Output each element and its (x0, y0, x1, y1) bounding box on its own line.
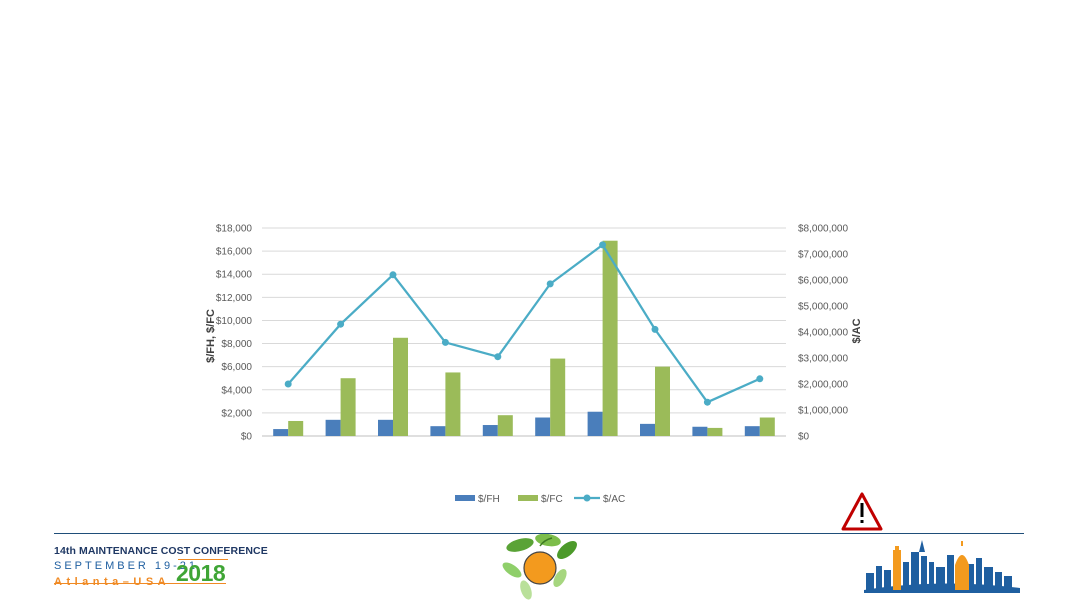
point-ac (703, 398, 711, 406)
legend-label: $/FH (478, 494, 500, 505)
y2-tick-label: $1,000,000 (798, 406, 848, 417)
orange-logo-icon (502, 533, 577, 600)
bar-fc (602, 240, 618, 436)
bar-fh (535, 417, 551, 436)
line-ac (287, 243, 761, 404)
bar-fc (340, 378, 356, 436)
bar-fh (378, 419, 393, 436)
left-axis-ticks: $0 $2,000 $4,000 $6,000 $8,000 $10,000 $12,000… (216, 224, 253, 443)
right-axis-title: $/AC (851, 318, 863, 343)
bar-fc (393, 337, 408, 436)
point-ac (546, 280, 554, 288)
logo-underline (54, 583, 226, 584)
bar-fc (759, 417, 775, 436)
bar-fc (655, 366, 670, 436)
legend-label: $/AC (603, 494, 625, 505)
bar-fh (640, 423, 655, 436)
point-ac (756, 375, 764, 383)
conference-logo: 14th MAINTENANCE COST CONFERENCE SEPTEMB… (54, 545, 268, 590)
point-ac (337, 320, 345, 328)
legend-marker (583, 494, 591, 502)
bar-series (273, 240, 775, 436)
chart-legend: $/FH $/FC $/AC (455, 494, 625, 505)
point-ac (599, 241, 607, 249)
point-ac (494, 353, 502, 361)
y2-tick-label: $3,000,000 (798, 354, 848, 365)
point-ac (441, 338, 449, 346)
y2-tick-label: $4,000,000 (798, 328, 848, 339)
y-tick-label: $8,000 (221, 339, 252, 350)
point-ac (651, 325, 659, 333)
bar-fh (430, 426, 446, 436)
bar-fc (550, 358, 566, 436)
conference-year: 2018 (176, 560, 226, 586)
legend-label: $/FC (541, 494, 563, 505)
y2-tick-label: $6,000,000 (798, 276, 848, 287)
bar-fh (744, 426, 760, 436)
bar-fh (325, 419, 341, 436)
bar-fc (445, 372, 461, 436)
bar-fc (707, 427, 723, 436)
y2-tick-label: $0 (798, 432, 810, 443)
y2-tick-label: $2,000,000 (798, 380, 848, 391)
y-tick-label: $14,000 (216, 270, 253, 281)
atlanta-skyline-icon (864, 540, 1020, 593)
y2-tick-label: $7,000,000 (798, 250, 848, 261)
footer-divider (54, 533, 1024, 534)
y-tick-label: $10,000 (216, 316, 253, 327)
conference-title: 14th MAINTENANCE COST CONFERENCE (54, 545, 268, 557)
date-underline (178, 559, 228, 560)
bar-fc (288, 420, 304, 436)
y-tick-label: $4,000 (221, 385, 252, 396)
bar-fh (273, 429, 289, 436)
bar-fh (587, 411, 603, 436)
left-axis-title: $/FH, $/FC (205, 309, 217, 363)
y-tick-label: $12,000 (216, 293, 253, 304)
line-series (284, 241, 764, 406)
legend-swatch (455, 495, 475, 501)
point-ac (284, 380, 292, 388)
y-tick-label: $18,000 (216, 224, 253, 235)
y-tick-label: $0 (241, 432, 253, 443)
bar-fh (692, 426, 708, 436)
right-axis-ticks: $0 $1,000,000 $2,000,000 $3,000,000 $4,000,0… (798, 224, 848, 443)
conference-city: Atlanta–USA (54, 576, 171, 588)
conference-dates: SEPTEMBER 19-21 (54, 560, 199, 572)
warning-triangle-icon (841, 492, 883, 531)
point-ac (389, 271, 397, 279)
y2-tick-label: $5,000,000 (798, 302, 848, 313)
y-tick-label: $2,000 (221, 408, 252, 419)
y2-tick-label: $8,000,000 (798, 224, 848, 235)
legend-swatch (518, 495, 538, 501)
y-tick-label: $16,000 (216, 247, 253, 258)
bar-fh (482, 425, 498, 436)
y-tick-label: $6,000 (221, 362, 252, 373)
bar-fc (497, 415, 513, 436)
